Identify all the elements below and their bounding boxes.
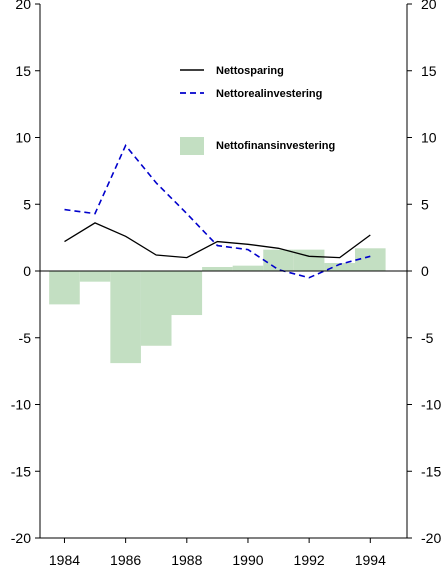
y-tick-label-left: -5 [19,330,32,346]
y-tick-label-right: 15 [421,63,437,79]
x-tick-label: 1992 [294,552,325,568]
bar-1986 [110,271,141,364]
y-tick-label-left: -10 [11,397,31,413]
bar-1990 [232,265,264,271]
y-tick-label-left: 0 [23,263,31,279]
y-tick-label-left: 5 [23,196,31,212]
bar-1988 [171,271,203,316]
y-tick-label-right: -15 [421,463,441,479]
y-tick-label-right: 20 [421,0,437,12]
x-tick-label: 1986 [110,552,141,568]
bar-1991 [263,249,294,271]
line-series-2 [64,143,371,279]
y-tick-label-right: -5 [421,330,434,346]
x-tick-label: 1988 [171,552,202,568]
bar-1994 [355,248,386,271]
y-tick-label-right: -10 [421,397,441,413]
y-tick-label-left: 15 [15,63,31,79]
line-series-group [64,143,371,279]
y-tick-label-right: -20 [421,530,441,546]
bar-series-group [49,248,386,364]
bar-1989 [202,266,233,271]
axes-group: 20 20 15 15 10 10 5 5 0 0 -5 -5 -10 -10 -15 -15 -20 -20 19… [11,0,442,568]
legend: Nettosparing Nettorealinvestering Nettofin… [180,65,335,155]
y-tick-label-left: 10 [15,130,31,146]
bar-1993 [324,262,356,271]
x-tick-label: 1990 [232,552,263,568]
y-tick-label-right: 0 [421,263,429,279]
bar-1984 [49,271,80,305]
x-tick-label: 1994 [355,552,386,568]
x-tick-label: 1984 [49,552,80,568]
bar-1987 [140,271,172,346]
bar-1985 [79,271,111,282]
legend-label-nettorealinvestering: Nettorealinvestering [216,88,322,100]
y-tick-label-left: -20 [11,530,31,546]
y-tick-label-left: 20 [15,0,31,12]
legend-swatch-nettofinansinvestering [180,137,204,155]
legend-label-nettosparing: Nettosparing [216,65,284,77]
y-tick-label-right: 10 [421,130,437,146]
y-tick-label-right: 5 [421,196,429,212]
line-series-1 [64,222,371,259]
legend-label-nettofinansinvestering: Nettofinansinvestering [216,140,335,152]
y-tick-label-left: -15 [11,463,31,479]
